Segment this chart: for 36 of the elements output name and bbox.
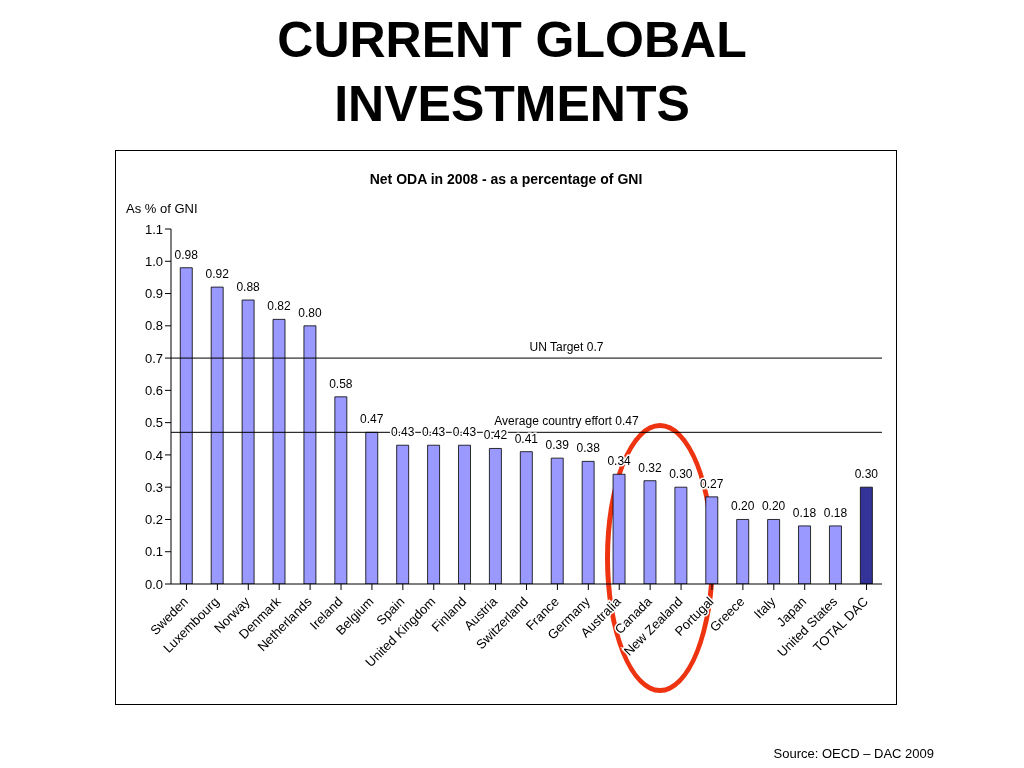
data-label: 0.20 [731,499,755,514]
data-label: 0.82 [267,299,292,314]
y-tick-label: 0.6 [144,382,163,398]
source-note: Source: OECD – DAC 2009 [773,746,934,761]
y-tick-label: 0.0 [144,576,163,592]
y-tick-label: 0.5 [144,415,163,431]
data-label: 0.88 [236,280,261,294]
data-label: 0.47 [360,412,384,427]
data-label: 0.39 [545,438,570,453]
ref-line-label: UN Target 0.7 [529,339,604,354]
chart-subtitle: Net ODA in 2008 - as a percentage of GNI [368,171,644,187]
y-tick-label: 0.2 [144,512,163,528]
ref-line-label: Average country effort 0.47 [494,413,639,428]
data-label: 0.92 [205,267,230,282]
y-tick-label: 0.7 [144,350,163,366]
data-label: 0.30 [669,467,693,482]
data-label: 0.18 [792,505,817,520]
y-tick-label: 1.0 [144,253,163,269]
data-label: 0.20 [761,499,786,514]
y-tick-label: 0.9 [144,286,163,302]
chart-title: CURRENT GLOBAL INVESTMENTS [276,11,748,134]
data-label: 0.42 [483,428,508,443]
y-tick-label: 0.8 [144,318,163,334]
data-label: 0.18 [823,505,848,520]
y-axis-title: As % of GNI [126,201,198,216]
data-label: 0.58 [329,376,353,391]
y-tick-label: 0.1 [144,544,163,560]
data-label: 0.30 [854,467,879,482]
y-tick-label: 0.4 [144,447,163,463]
data-label: 0.41 [514,431,539,446]
data-label: 0.80 [298,305,322,320]
y-tick-label: 0.3 [144,479,163,495]
data-label: 0.32 [638,460,662,475]
y-tick-label: 1.1 [144,221,163,237]
data-label: 0.98 [174,247,199,262]
data-label: 0.38 [576,441,601,456]
